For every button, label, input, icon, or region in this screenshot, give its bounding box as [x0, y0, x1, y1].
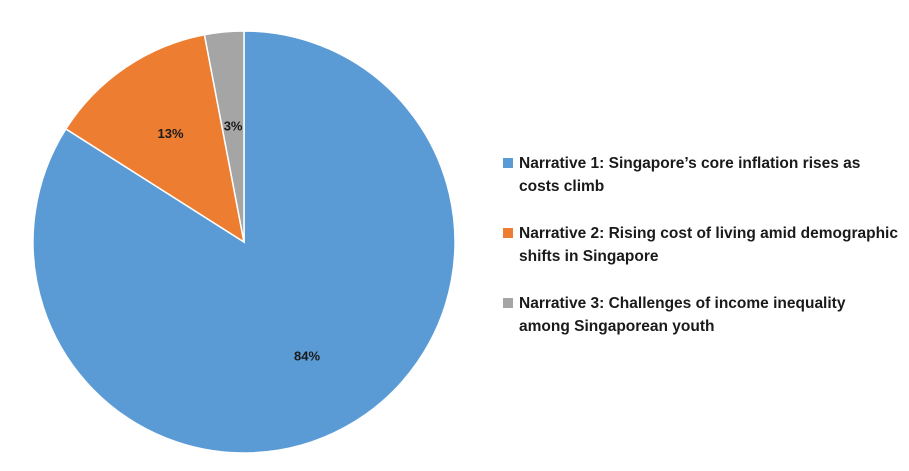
data-label-narrative-2: 13%: [157, 126, 183, 141]
legend-label-narrative-1: Narrative 1: Singapore’s core inflation …: [519, 155, 861, 195]
legend-item-narrative-3: Narrative 3: Challenges of income inequa…: [503, 292, 898, 338]
legend-swatch-narrative-2: [503, 228, 513, 238]
pie-slice-narrative-2: [64, 33, 246, 244]
pie-slice-narrative-3: [203, 30, 245, 243]
legend-label-narrative-2: Narrative 2: Rising cost of living amid …: [519, 225, 898, 265]
pie-slices: [32, 30, 456, 454]
data-label-narrative-1: 84%: [294, 349, 320, 364]
data-label-narrative-3: 3%: [224, 119, 243, 134]
chart-legend: Narrative 1: Singapore’s core inflation …: [503, 152, 898, 362]
legend-swatch-narrative-1: [503, 158, 513, 168]
legend-item-narrative-2: Narrative 2: Rising cost of living amid …: [503, 222, 898, 268]
legend-item-narrative-1: Narrative 1: Singapore’s core inflation …: [503, 152, 898, 198]
legend-label-narrative-3: Narrative 3: Challenges of income inequa…: [519, 295, 846, 335]
legend-swatch-narrative-3: [503, 298, 513, 308]
pie-slice-labels: 84% 13% 3%: [157, 119, 320, 364]
